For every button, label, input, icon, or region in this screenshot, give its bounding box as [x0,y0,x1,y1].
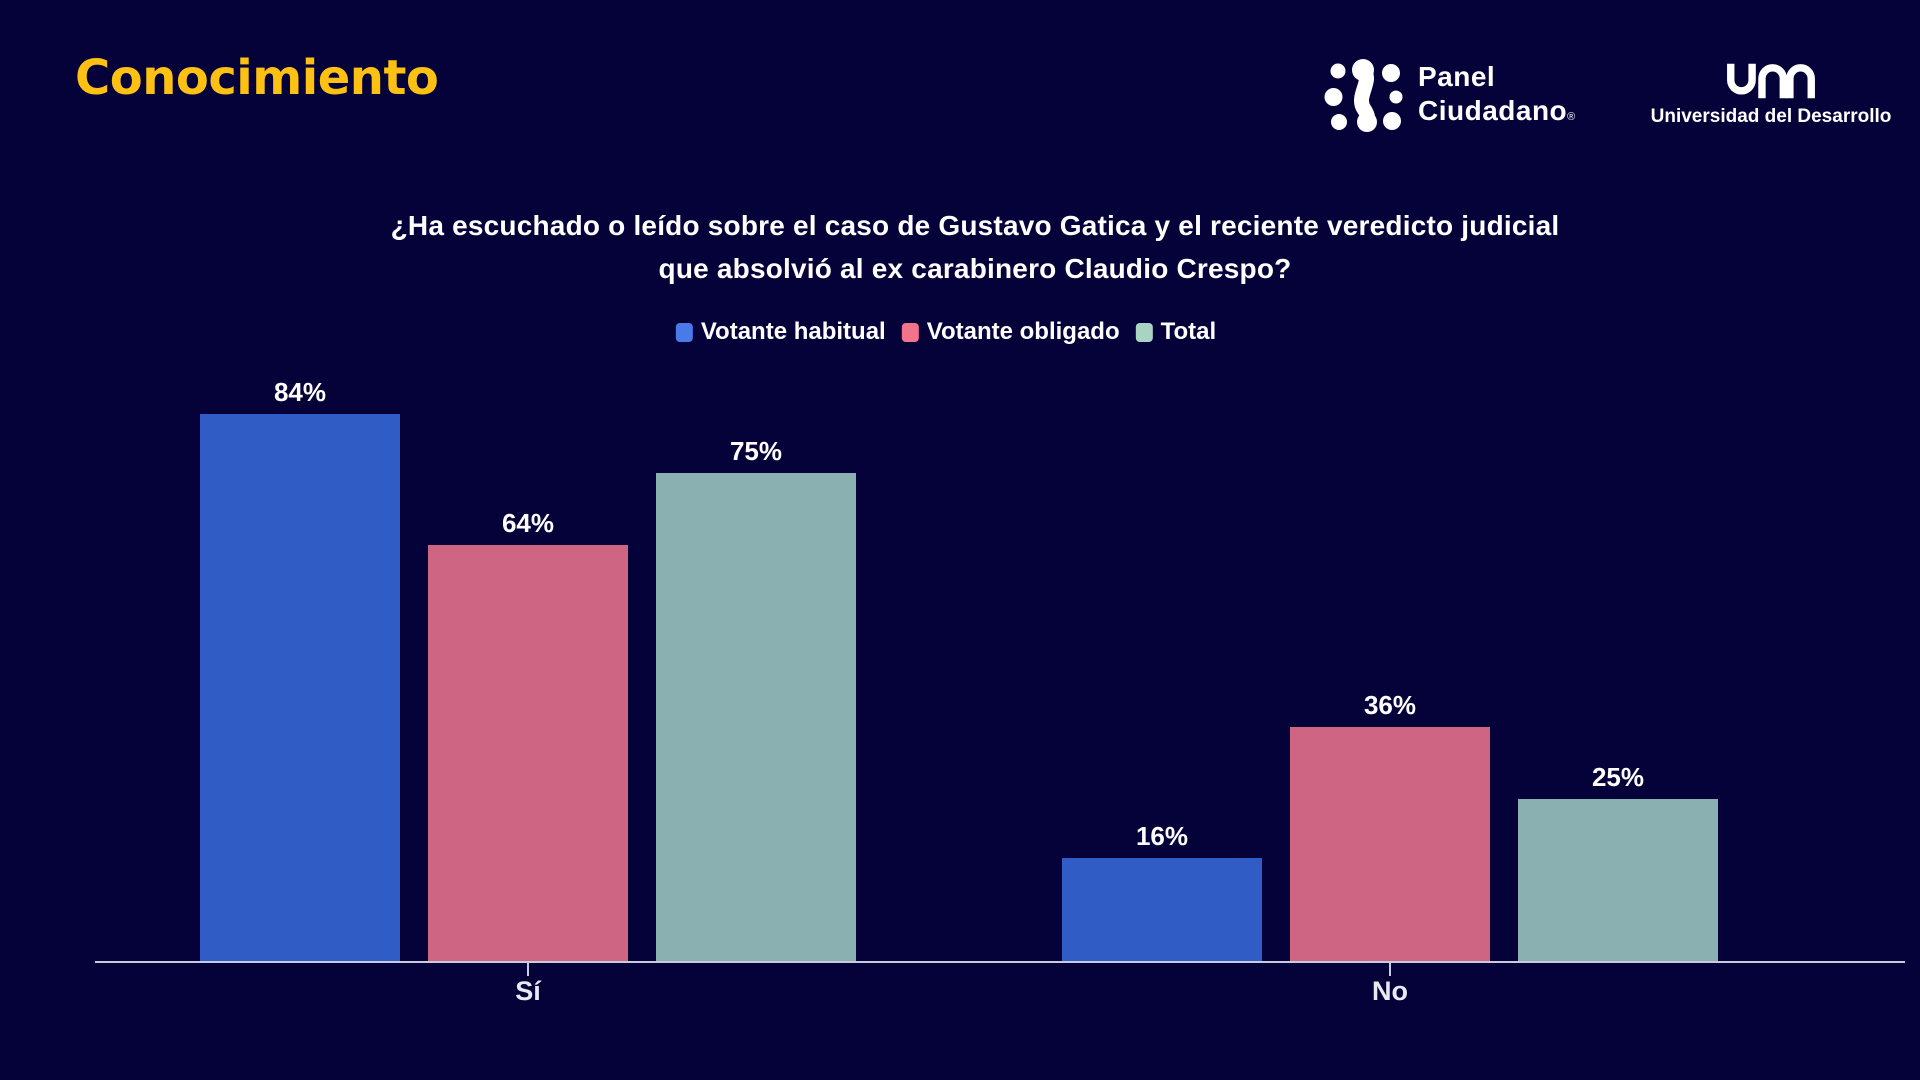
legend-item: Total [1135,318,1217,346]
value-label: 25% [1591,762,1645,792]
legend-label: Votante obligado [926,318,1120,345]
value-label: 36% [1363,690,1417,720]
legend-item: Votante obligado [901,318,1120,346]
bar-sí-1 [200,414,400,962]
legend-label: Votante habitual [700,318,886,345]
value-label: 84% [273,377,327,407]
legend-swatch [675,322,693,342]
panel-logo-line1: Panel [1418,61,1496,92]
value-label: 16% [1135,821,1189,851]
legend-swatch [901,322,919,342]
bar-sí-3 [656,473,856,962]
legend-label: Total [1160,318,1217,345]
value-label: 75% [729,436,783,466]
legend-item: Votante habitual [675,318,886,346]
panel-ciudadano-wordmark: Panel Ciudadano® [1418,60,1576,136]
udd-logo: Universidad del Desarrollo [1636,58,1906,128]
x-axis-line [95,961,1905,963]
axis-tick [1389,962,1391,976]
chart-legend: Votante habitual Votante obligado Total [675,318,1217,346]
legend-swatch [1135,322,1153,342]
axis-tick [527,962,529,976]
udd-logo-icon [1727,63,1815,99]
category-label: No [1372,976,1408,1006]
category-label: Sí [515,976,541,1006]
chart-question: ¿Ha escuchado o leído sobre el caso de G… [0,204,1920,290]
bar-no-2 [1290,727,1490,962]
question-line-2: que absolvió al ex carabinero Claudio Cr… [658,253,1292,284]
panel-ciudadano-dots-icon [1324,59,1403,132]
udd-caption: Universidad del Desarrollo [1650,106,1892,127]
bar-no-1 [1062,858,1262,962]
panel-logo-line2: Ciudadano [1418,95,1568,126]
question-line-1: ¿Ha escuchado o leído sobre el caso de G… [390,210,1560,241]
registered-trademark-mark: ® [1567,111,1576,123]
panel-ciudadano-logo: Panel Ciudadano® [1324,58,1576,136]
value-label: 64% [501,508,555,538]
bar-no-3 [1518,799,1718,962]
bar-sí-2 [428,545,628,962]
page-title: Conocimiento [75,50,439,106]
